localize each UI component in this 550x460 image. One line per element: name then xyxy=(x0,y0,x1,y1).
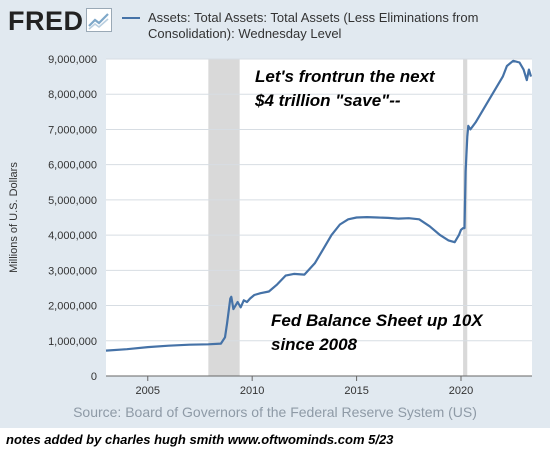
x-tick-label-2: 2015 xyxy=(344,385,368,397)
annotation-balance-sheet-line2: since 2008 xyxy=(271,335,358,354)
y-tick-label-3: 3,000,000 xyxy=(48,265,97,277)
y-tick-label-6: 6,000,000 xyxy=(48,160,97,172)
annotation-frontrun-line1: Let's frontrun the next xyxy=(255,67,435,86)
y-tick-label-9: 9,000,000 xyxy=(48,54,97,66)
chart-plot: 0 1,000,000 2,000,000 3,000,000 4,000,000 5,0… xyxy=(8,54,533,397)
x-tick-label-0: 2005 xyxy=(136,385,160,397)
footnote: notes added by charles hugh smith www.of… xyxy=(6,432,394,447)
legend-swatch xyxy=(122,17,140,19)
y-tick-label-7: 7,000,000 xyxy=(48,124,97,136)
annotation-frontrun-line2: $4 trillion "save"-- xyxy=(255,91,401,110)
y-tick-label-0: 0 xyxy=(91,371,97,383)
y-tick-label-8: 8,000,000 xyxy=(48,89,97,101)
plot-area xyxy=(106,59,532,376)
fred-chart-icon xyxy=(86,8,112,32)
y-tick-label-1: 1,000,000 xyxy=(48,336,97,348)
legend-label: Assets: Total Assets: Total Assets (Less… xyxy=(148,10,479,41)
recession-band-0 xyxy=(208,59,240,376)
x-tick-label-1: 2010 xyxy=(240,385,264,397)
annotation-balance-sheet-line1: Fed Balance Sheet up 10X xyxy=(271,311,483,330)
y-tick-label-5: 5,000,000 xyxy=(48,195,97,207)
y-axis-label: Millions of U.S. Dollars xyxy=(8,162,20,273)
fred-logo: FRED xyxy=(8,6,84,36)
source-note: Source: Board of Governors of the Federa… xyxy=(73,404,477,420)
x-tick-label-3: 2020 xyxy=(449,385,473,397)
y-tick-label-4: 4,000,000 xyxy=(48,230,97,242)
y-tick-label-2: 2,000,000 xyxy=(48,301,97,313)
series-line-total-assets xyxy=(105,59,533,352)
